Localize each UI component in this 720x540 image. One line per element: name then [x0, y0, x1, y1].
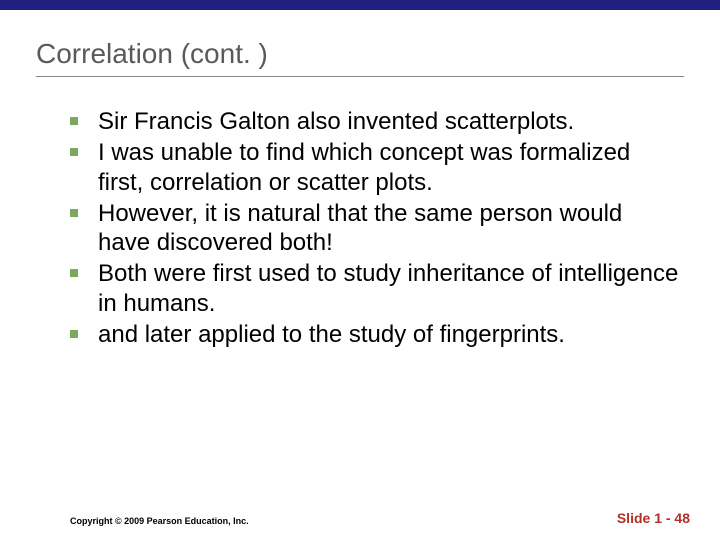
bullet-list: Sir Francis Galton also invented scatter… [70, 107, 680, 349]
bullet-item: Sir Francis Galton also invented scatter… [70, 107, 680, 136]
slide-number: Slide 1 - 48 [617, 510, 690, 526]
bullet-item: However, it is natural that the same per… [70, 199, 680, 258]
title-underline [36, 76, 684, 77]
bullet-item: I was unable to find which concept was f… [70, 138, 680, 197]
slide-title: Correlation (cont. ) [0, 10, 720, 76]
copyright-text: Copyright © 2009 Pearson Education, Inc. [70, 516, 249, 526]
slide-content: Sir Francis Galton also invented scatter… [70, 107, 680, 349]
bullet-item: and later applied to the study of finger… [70, 320, 680, 349]
top-accent-bar [0, 0, 720, 10]
bullet-item: Both were first used to study inheritanc… [70, 259, 680, 318]
